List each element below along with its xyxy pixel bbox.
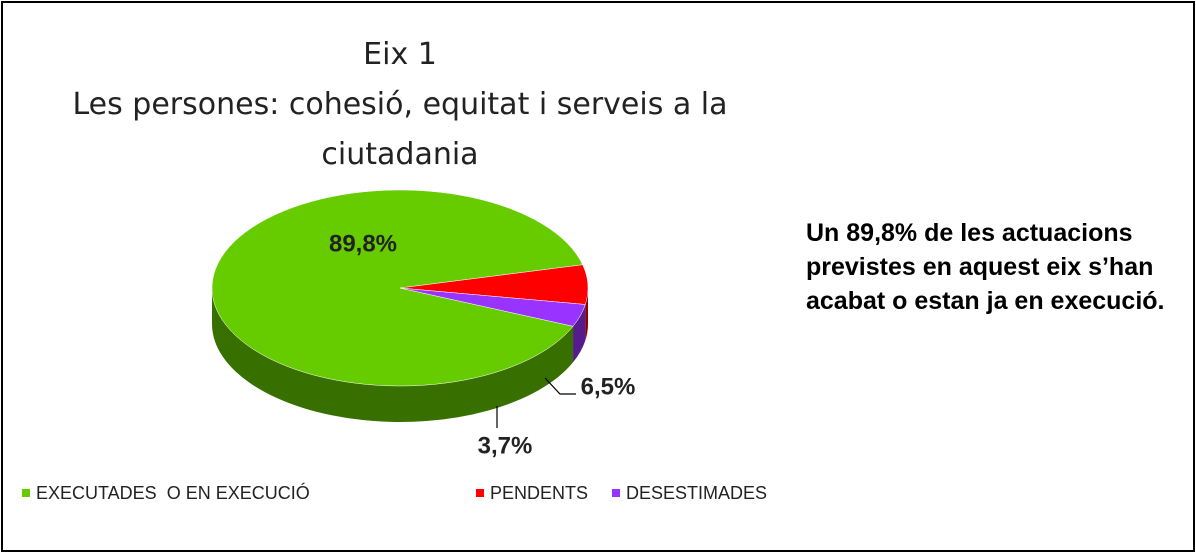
pie-side [212,288,574,422]
legend-label: PENDENTS [490,483,588,503]
legend-swatch [22,489,30,497]
pie-side [585,288,588,341]
pie-slice [399,287,586,327]
legend-swatch [612,489,620,497]
title-block: Eix 1 Les persones: cohesió, equitat i s… [20,30,780,180]
legend-label: EXECUTADES O EN EXECUCIÓ [36,482,310,503]
pie-slice [211,189,584,387]
data-label: 3,7% [478,432,533,459]
legend-swatch [476,489,484,497]
annotation: Un 89,8% de les actuacions previstes en … [806,219,1165,315]
data-label: 6,5% [581,373,636,400]
legend-label: DESESTIMADES [626,483,767,503]
data-label: 89,8% [329,230,397,257]
pie-side [573,304,586,363]
chart-subtitle: Les persones: cohesió, equitat i serveis… [72,87,728,172]
chart-title: Eix 1 [363,37,437,72]
leader-line [544,377,576,395]
